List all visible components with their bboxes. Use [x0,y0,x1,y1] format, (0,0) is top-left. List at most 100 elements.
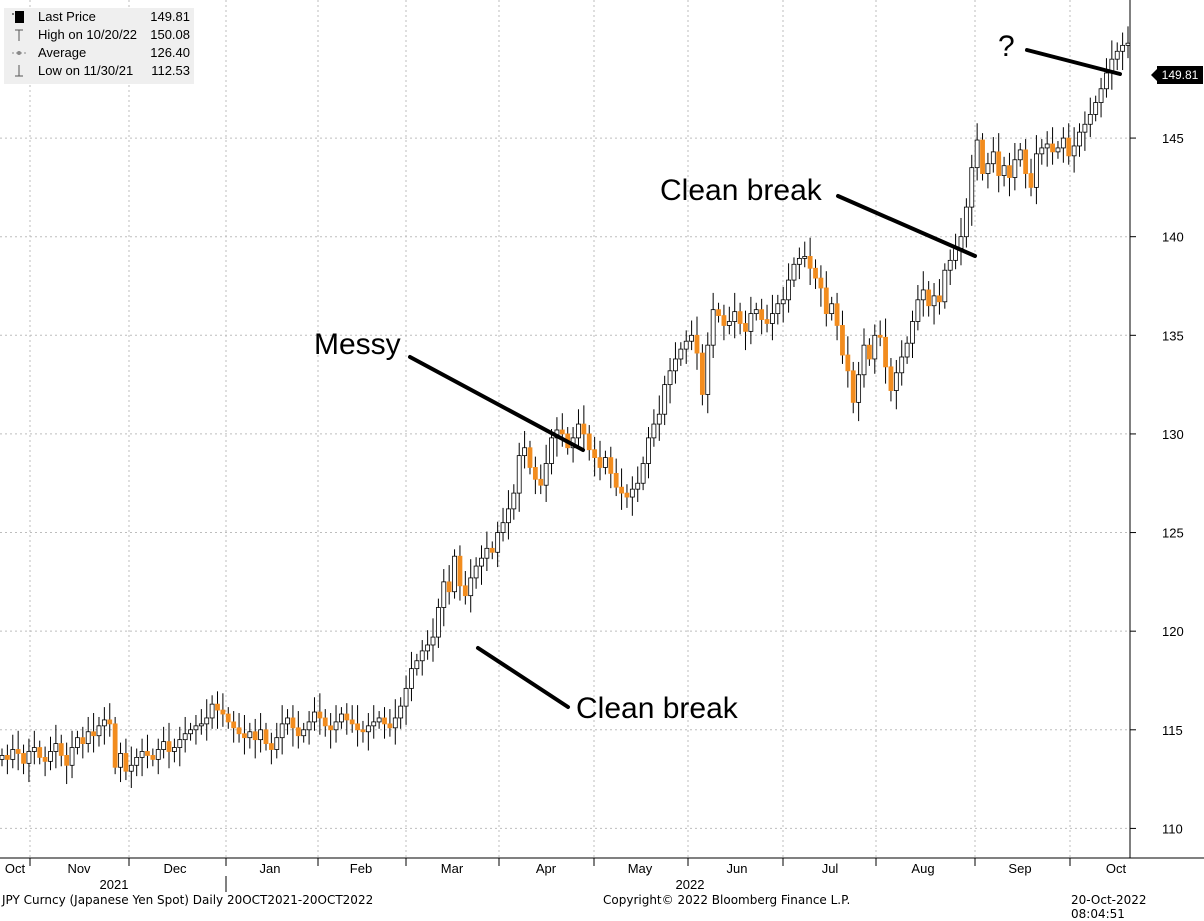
candle-body [872,334,878,360]
candle-body [996,151,1002,176]
candle-body [1034,153,1039,188]
candle-body [58,743,64,756]
arrow-messy [408,355,585,452]
y-tick-label: 110 [1162,821,1183,836]
candle-body [177,739,183,748]
candle-body [613,472,619,488]
y-tick-label: 115 [1162,723,1183,738]
candle-body [172,747,177,752]
candle-body [737,311,743,324]
candle-body [969,167,975,208]
candle-body [161,741,167,750]
candle-body [532,467,538,480]
candle-body [1039,147,1045,155]
annotation-question: ? [998,30,1015,63]
candle-body [1082,123,1088,133]
candle-body [198,723,204,727]
candle-body [468,577,474,597]
x-tick-label: Oct [1106,861,1127,876]
candle-body [1050,143,1055,153]
candle-body [0,755,5,760]
x-tick-label: Apr [536,861,557,876]
candle-body [958,236,964,249]
candle-body [985,163,991,174]
legend-value: 112.53 [151,63,190,78]
candle-body [26,751,32,764]
legend-label: Last Price [38,9,96,24]
last-price-icon [12,10,26,24]
candle-body [802,256,808,259]
legend: Last Price 149.81 High on 10/20/22 150.0… [4,8,194,84]
candle-body [53,743,59,752]
candle-body [500,522,506,533]
candle-body [1044,143,1050,149]
candle-body [204,717,210,725]
candle-body [576,423,581,439]
candle-body [683,340,689,350]
candle-body [597,457,603,468]
candle-body [387,723,393,729]
candle-body [608,457,614,474]
candle-body [64,755,70,766]
candle-body [150,755,156,760]
candle-body [780,299,786,305]
footer-ticker: JPY Curncy (Japanese Yen Spot) Daily 20O… [2,893,374,907]
candle-body [937,295,942,303]
candle-body [581,423,587,435]
candle-body [403,687,409,707]
legend-label: High on 10/20/22 [38,27,138,42]
candle-body [1104,72,1109,90]
footer-copyright: Copyright© 2022 Bloomberg Finance L.P. [603,893,851,907]
candle-body [1055,147,1061,153]
candle-body [360,729,366,733]
candle-body [355,723,360,731]
candle-body [840,325,845,356]
candle-body [990,151,996,165]
candle-body [743,323,748,332]
candle-body [586,433,592,451]
x-tick-label: Feb [350,861,372,876]
candle-body [646,437,651,464]
y-tick-label: 125 [1162,526,1184,541]
candle-body [538,478,544,486]
candle-body [225,713,231,723]
candle-body [139,751,145,758]
candle-body [37,747,43,758]
candle-body [398,705,404,719]
candle-body [274,737,280,750]
candle-body [452,555,457,593]
candle-body [145,751,150,756]
annotation-clean-break-top: Clean break [660,174,822,207]
arrow-clean-break-top [836,194,977,258]
candle-body [813,267,818,279]
candle-body [673,358,678,372]
candle-body [823,287,829,315]
candle-body [899,356,905,374]
candle-body [1066,137,1072,157]
candle-body [128,764,134,772]
candle-body [511,492,517,510]
candles [0,26,1131,788]
last-price-tag: 149.81 [1151,66,1203,84]
legend-high: High on 10/20/22 150.08 [4,26,194,44]
candle-body [1012,159,1018,178]
candle-body [118,753,123,768]
candle-body [866,344,872,360]
candle-body [947,259,953,271]
candle-body [753,309,759,315]
candle-body [231,721,237,729]
candle-body [748,313,754,332]
candle-body [306,721,312,731]
year-label: 2021 [100,877,129,892]
legend-value: 149.81 [150,9,190,24]
candle-body [791,263,797,281]
candle-body [721,315,727,326]
candle-body [155,749,161,760]
y-tick-label: 135 [1162,328,1184,343]
legend-label: Low on 11/30/21 [38,63,134,78]
candle-body [829,303,835,315]
candle-body [522,447,527,457]
candle-body [462,585,468,597]
candle-body [726,321,732,326]
